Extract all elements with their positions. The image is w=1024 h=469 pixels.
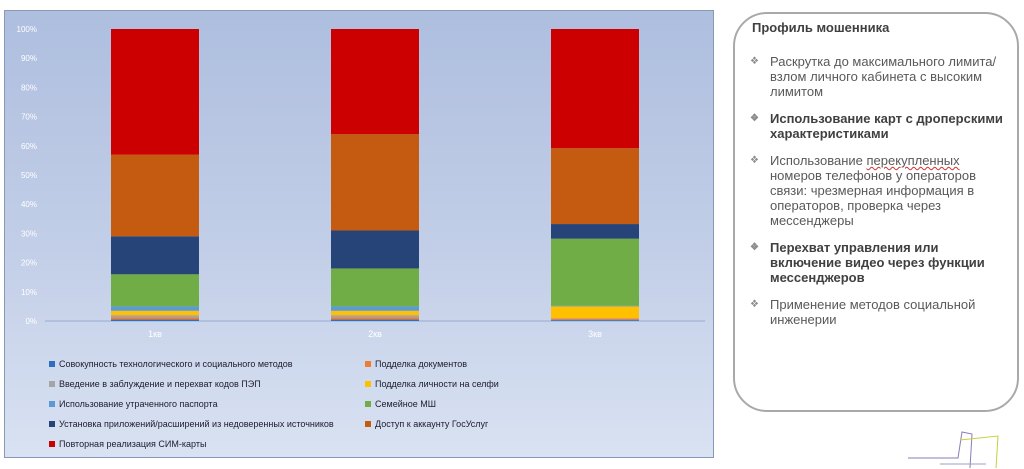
legend-label: Введение в заблуждение и перехват кодов … — [59, 379, 261, 389]
y-tick-label: 0% — [25, 317, 37, 326]
bar-segment — [551, 318, 639, 321]
legend-swatch — [49, 421, 55, 427]
bar-segment — [551, 148, 639, 225]
bar-segment — [551, 318, 639, 319]
profile-item: ❖ Использование карт с дроперскими харак… — [750, 111, 1012, 141]
bar-segment — [111, 29, 199, 155]
x-tick-label: 3кв — [588, 329, 602, 339]
bar-segment — [331, 268, 419, 307]
legend-swatch — [365, 361, 371, 367]
profile-item-text: Использование перекупленных номеров теле… — [770, 153, 976, 228]
legend-item: Использование утраченного паспорта — [49, 399, 218, 409]
y-tick-label: 40% — [21, 200, 37, 209]
bar-segment — [551, 238, 639, 306]
diamond-bullet-icon: ❖ — [750, 242, 759, 253]
legend-label: Использование утраченного паспорта — [59, 399, 218, 409]
bar-segment — [111, 317, 199, 320]
y-tick-label: 50% — [21, 171, 37, 180]
profile-item-text-part: номеров телефонов у операторов связи: чр… — [770, 168, 977, 228]
profile-item: ❖ Применение методов социальной инженери… — [750, 297, 1012, 327]
legend-label: Повторная реализация СИМ-карты — [59, 439, 207, 449]
profile-item-text-part: Использование — [770, 153, 867, 168]
legend-item: Подделка документов — [365, 359, 467, 369]
bar-segment — [551, 306, 639, 319]
legend-label: Совокупность технологического и социальн… — [59, 359, 293, 369]
diamond-bullet-icon: ❖ — [750, 155, 759, 166]
bar-segment — [111, 315, 199, 318]
y-tick-label: 90% — [21, 54, 37, 63]
legend-swatch — [49, 361, 55, 367]
legend-label: Подделка личности на селфи — [375, 379, 499, 389]
profile-item-text: Раскрутка до максимального лимита/ взлом… — [770, 54, 997, 99]
bar-segment — [551, 224, 639, 239]
stacked-bar-chart: 0% 10% 20% 30% 40% 50% 60% 70% 80% 90% 100% 1кв 2кв 3… — [17, 25, 705, 339]
spellcheck-underlined-word: перекупленных — [866, 153, 960, 168]
bar-segment — [331, 29, 419, 135]
profile-item: ❖ Использование перекупленных номеров те… — [750, 153, 1012, 228]
bar-segment — [551, 29, 639, 149]
bar-segment — [111, 154, 199, 237]
bar-segment — [111, 274, 199, 307]
diamond-bullet-icon: ❖ — [750, 299, 759, 310]
bar-segment — [111, 236, 199, 275]
bar-segment — [111, 310, 199, 316]
bar-segment — [551, 305, 639, 307]
x-tick-label: 1кв — [148, 329, 162, 339]
bar-segment — [111, 319, 199, 321]
bar-segment — [331, 310, 419, 316]
decorative-frame-icon — [908, 431, 999, 468]
bar-segment — [331, 319, 419, 321]
legend-swatch — [49, 441, 55, 447]
profile-item-text: Использование карт с дроперскими характе… — [770, 111, 1003, 141]
legend-item: Доступ к аккаунту ГосУслуг — [365, 419, 488, 429]
bar-segment — [111, 306, 199, 311]
legend-label: Семейное МШ — [375, 399, 436, 409]
profile-item: ❖ Перехват управления или включение виде… — [750, 240, 1012, 285]
bar-segment — [331, 317, 419, 320]
legend-item: Установка приложений/расширений из недов… — [49, 419, 334, 429]
legend-item: Совокупность технологического и социальн… — [49, 359, 293, 369]
bar-segment — [331, 306, 419, 311]
diamond-bullet-icon: ❖ — [750, 113, 759, 124]
bar-segment — [551, 320, 639, 321]
profile-list: ❖ Раскрутка до максимального лимита/ взл… — [750, 54, 1012, 339]
legend-label: Подделка документов — [375, 359, 468, 369]
y-tick-label: 70% — [21, 113, 37, 122]
legend-item: Повторная реализация СИМ-карты — [49, 439, 206, 449]
chart-panel: 0% 10% 20% 30% 40% 50% 60% 70% 80% 90% 100% 1кв 2кв 3… — [4, 10, 714, 458]
y-tick-label: 60% — [21, 142, 37, 151]
bar-segment — [331, 230, 419, 269]
profile-box — [733, 12, 1019, 412]
legend-item: Подделка личности на селфи — [365, 379, 499, 389]
legend-swatch — [365, 381, 371, 387]
y-tick-label: 30% — [21, 229, 37, 238]
legend-swatch — [365, 401, 371, 407]
bar-segment — [331, 134, 419, 231]
legend-item: Семейное МШ — [365, 399, 436, 409]
legend-swatch — [365, 421, 371, 427]
profile-title: Профиль мошенника — [752, 20, 890, 35]
legend-label: Доступ к аккаунту ГосУслуг — [375, 419, 489, 429]
legend-label: Установка приложений/расширений из недов… — [59, 419, 334, 429]
legend-swatch — [49, 381, 55, 387]
legend-item: Введение в заблуждение и перехват кодов … — [49, 379, 261, 389]
profile-item-text: Перехват управления или включение видео … — [770, 240, 985, 285]
chart-legend: Совокупность технологического и социальн… — [49, 359, 689, 463]
bar-segment — [331, 315, 419, 318]
y-tick-label: 10% — [21, 288, 37, 297]
y-tick-label: 20% — [21, 259, 37, 268]
profile-item: ❖ Раскрутка до максимального лимита/ взл… — [750, 54, 1012, 99]
diamond-bullet-icon: ❖ — [750, 56, 759, 67]
y-tick-label: 100% — [17, 25, 37, 34]
x-tick-label: 2кв — [368, 329, 382, 339]
legend-swatch — [49, 401, 55, 407]
profile-item-text: Применение методов социальной инженерии — [770, 297, 976, 327]
y-tick-label: 80% — [21, 83, 37, 92]
